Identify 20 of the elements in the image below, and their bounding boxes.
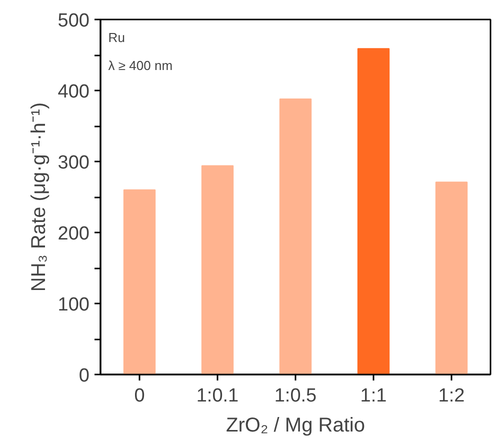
x-tick-label: 1:0.1 <box>196 386 239 406</box>
y-tick-label: 400 <box>58 82 90 102</box>
y-tick-label: 200 <box>58 224 90 244</box>
bar <box>435 182 468 374</box>
y-tick-label: 500 <box>58 10 90 32</box>
y-tick-label: 0 <box>78 366 90 386</box>
annotation: Ru <box>108 30 125 45</box>
y-tick-label: 300 <box>58 152 90 174</box>
annotation: λ ≥ 400 nm <box>108 58 173 74</box>
x-tick-label: 1:2 <box>438 386 465 406</box>
bar <box>123 189 156 374</box>
x-tick-label: 1:0.5 <box>274 386 317 406</box>
y-axis-title: NH₃ Rate (μg·g⁻¹·h⁻¹) <box>28 102 50 292</box>
x-tick-label: 0 <box>134 386 145 406</box>
bar <box>279 98 312 374</box>
x-tick-label: 1:1 <box>360 386 387 406</box>
x-axis-title: ZrO₂ / Mg Ratio <box>226 414 365 436</box>
bar <box>357 48 390 374</box>
y-tick-label: 100 <box>58 294 90 316</box>
bar <box>201 165 234 374</box>
